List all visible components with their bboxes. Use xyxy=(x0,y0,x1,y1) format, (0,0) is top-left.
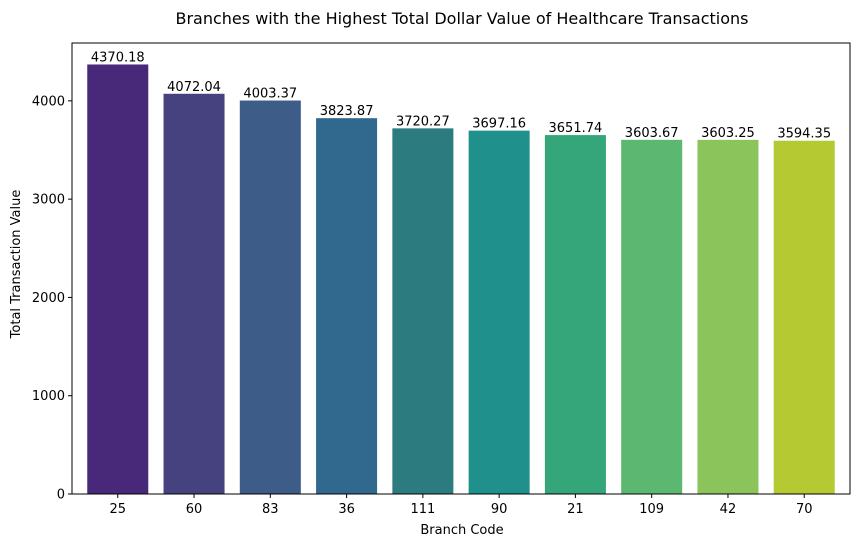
bar-42 xyxy=(697,139,759,494)
plot-frame xyxy=(71,42,851,495)
y-axis-label: Total Transaction Value xyxy=(9,190,24,340)
bar-value-label-83: 4003.37 xyxy=(243,87,297,102)
bar-value-label-25: 4370.18 xyxy=(91,50,145,65)
y-tick-label-4000: 4000 xyxy=(32,94,65,109)
bar-value-label-111: 3720.27 xyxy=(396,114,450,129)
x-tick-label-109: 109 xyxy=(639,502,664,517)
value-labels-group: 4370.18 4072.04 4003.37 3823.87 3720.27 3697.… xyxy=(91,50,831,141)
bar-109 xyxy=(621,139,683,495)
bar-value-label-21: 3651.74 xyxy=(549,121,603,136)
x-tick-label-25: 25 xyxy=(109,502,126,517)
bar-value-label-60: 4072.04 xyxy=(167,80,221,95)
bar-value-label-42: 3603.25 xyxy=(701,126,755,141)
bar-111 xyxy=(392,128,454,494)
x-tick-label-36: 36 xyxy=(338,502,355,517)
bar-21 xyxy=(544,135,606,494)
bar-value-label-109: 3603.67 xyxy=(625,126,679,141)
x-tick-label-90: 90 xyxy=(491,502,508,517)
bar-90 xyxy=(468,130,530,494)
bars-group xyxy=(87,64,835,495)
x-axis-label: Branch Code xyxy=(420,523,503,538)
bar-value-label-36: 3823.87 xyxy=(320,104,374,119)
y-axis-ticks: 0 1000 2000 3000 4000 xyxy=(32,94,72,503)
y-tick-label-2000: 2000 xyxy=(32,291,65,306)
bar-value-label-90: 3697.16 xyxy=(472,117,526,132)
bar-value-label-70: 3594.35 xyxy=(777,127,831,142)
bar-70 xyxy=(773,140,835,495)
y-tick-label-1000: 1000 xyxy=(32,389,65,404)
x-tick-label-83: 83 xyxy=(262,502,279,517)
x-tick-label-111: 111 xyxy=(410,502,435,517)
x-tick-label-21: 21 xyxy=(567,502,584,517)
bar-36 xyxy=(316,118,378,494)
x-tick-label-60: 60 xyxy=(186,502,203,517)
x-tick-label-42: 42 xyxy=(720,502,737,517)
bar-60 xyxy=(163,93,225,494)
x-axis-ticks: 25 60 83 36 111 90 21 109 42 70 xyxy=(109,494,813,517)
bar-25 xyxy=(87,64,149,494)
x-tick-label-70: 70 xyxy=(796,502,813,517)
y-tick-label-3000: 3000 xyxy=(32,193,65,208)
bar-83 xyxy=(239,100,301,494)
y-tick-label-0: 0 xyxy=(57,488,65,503)
chart-title: Branches with the Highest Total Dollar V… xyxy=(175,9,748,28)
